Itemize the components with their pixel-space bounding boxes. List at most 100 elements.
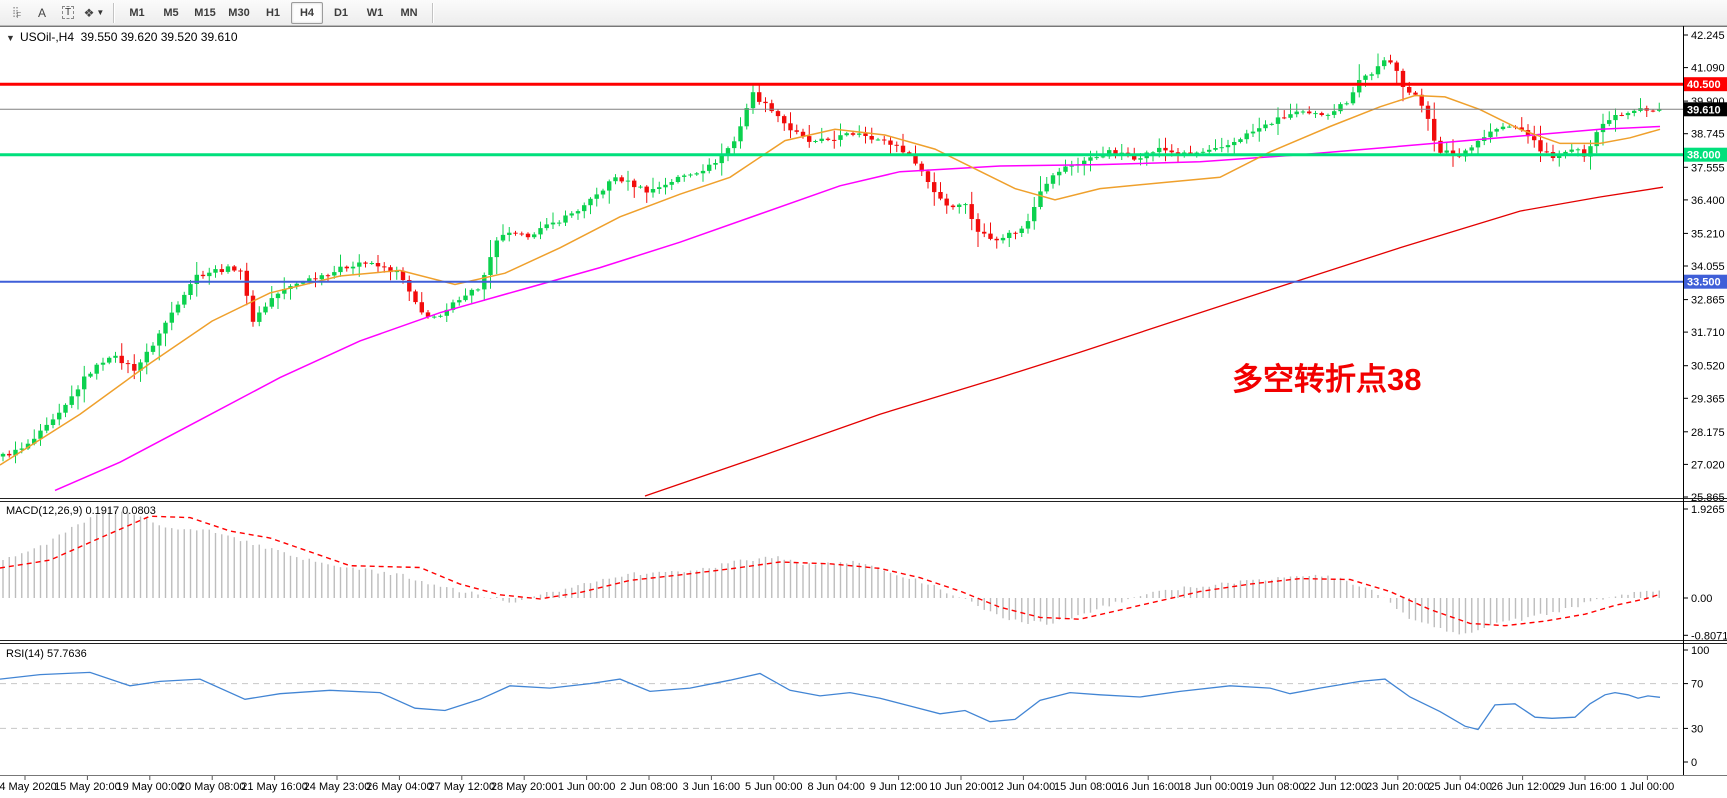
price-chart[interactable]: 40.500 39.610 38.000 33.500 42.245 41.090 39.9… [0,26,1727,793]
svg-text:12 Jun 04:00: 12 Jun 04:00 [992,781,1056,793]
svg-text:70: 70 [1691,679,1703,691]
svg-text:28 May 20:00: 28 May 20:00 [491,781,558,793]
svg-text:19 May 00:00: 19 May 00:00 [116,781,183,793]
annotation-text[interactable]: 多空转折点38 [1232,362,1421,397]
panel-separators[interactable] [0,26,1727,776]
macd-histogram [2,507,1660,635]
text-box-tool-button[interactable]: T [56,2,80,24]
rsi-tick: 30 [1683,723,1703,735]
chart-window[interactable]: 40.500 39.610 38.000 33.500 42.245 41.090 39.9… [0,26,1727,793]
timeframe-button-m5[interactable]: M5 [163,6,179,19]
timeframe-button-mn[interactable]: MN [400,6,418,19]
svg-text:15 Jun 08:00: 15 Jun 08:00 [1054,781,1118,793]
price-tick: 37.555 [1683,162,1725,174]
svg-text:1 Jun 00:00: 1 Jun 00:00 [558,781,616,793]
svg-text:29 Jun 16:00: 29 Jun 16:00 [1553,781,1617,793]
macd-tick: 0.00 [1683,593,1712,605]
price-label-38.000: 38.000 [1684,147,1727,162]
svg-text:40.500: 40.500 [1687,79,1721,91]
candlesticks [0,60,1662,457]
svg-text:35.210: 35.210 [1691,228,1725,240]
price-tick: 31.710 [1683,327,1725,339]
svg-text:▼: ▼ [6,33,15,43]
svg-text:16 Jun 16:00: 16 Jun 16:00 [1116,781,1180,793]
svg-text:USOil-,H4 39.550 39.620 39.52: USOil-,H4 39.550 39.620 39.520 39.610 [20,30,238,44]
timeframe-button-h4[interactable]: H4 [291,1,323,24]
price-tick: 42.245 [1683,30,1725,42]
arrow-tool-icon: ❖ [83,5,95,20]
docking-grip-icon[interactable]: ⣿ F [11,7,21,20]
svg-text:3 Jun 16:00: 3 Jun 16:00 [683,781,741,793]
svg-text:30.520: 30.520 [1691,361,1725,373]
price-tick: 35.210 [1683,228,1725,240]
svg-text:31.710: 31.710 [1691,327,1725,339]
svg-text:14 May 2020: 14 May 2020 [0,781,57,793]
price-tick: 27.020 [1683,459,1725,471]
rsi-line [0,671,1661,731]
svg-text:10 Jun 20:00: 10 Jun 20:00 [929,781,993,793]
macd-tick: 1.9265 [1683,504,1725,516]
svg-text:26 May 04:00: 26 May 04:00 [366,781,433,793]
price-tick: 36.400 [1683,195,1725,207]
svg-text:32.865: 32.865 [1691,295,1725,307]
svg-text:1.9265: 1.9265 [1691,504,1725,516]
timeframe-button-m1[interactable]: M1 [129,6,145,19]
arrow-tool-button[interactable]: ❖ ▼ [82,2,106,24]
price-label-33.500: 33.500 [1684,274,1727,289]
price-tick: 41.090 [1683,63,1725,75]
svg-text:20 May 08:00: 20 May 08:00 [179,781,246,793]
svg-text:23 Jun 20:00: 23 Jun 20:00 [1366,781,1430,793]
ma-slow-line [644,186,1664,497]
candle-wicks [2,53,1660,464]
svg-text:100: 100 [1691,645,1709,657]
rsi-tick: 0 [1683,757,1697,769]
price-tick: 34.055 [1683,261,1725,273]
svg-text:22 Jun 12:00: 22 Jun 12:00 [1304,781,1368,793]
ma-mid-line [54,125,1661,492]
svg-text:27.020: 27.020 [1691,459,1725,471]
svg-text:39.900: 39.900 [1691,96,1725,108]
toolbar-separator [113,2,114,23]
svg-text:39.610: 39.610 [1687,104,1721,116]
svg-text:28.175: 28.175 [1691,427,1725,439]
svg-text:-0.8071: -0.8071 [1691,630,1727,642]
timeframe-bar: M1 M5 M15 M30 H1 H4 D1 W1 MN [120,1,426,24]
timeframe-button-w1[interactable]: W1 [366,6,384,19]
macd-label: MACD(12,26,9) 0.1917 0.0803 [6,505,156,517]
ma-fast-line [0,94,1661,466]
timeframe-button-h1[interactable]: H1 [265,6,281,19]
price-tick: 28.175 [1683,427,1725,439]
text-box-icon: T [61,6,75,19]
svg-text:15 May 20:00: 15 May 20:00 [54,781,121,793]
timeframe-button-d1[interactable]: D1 [333,6,349,19]
svg-text:5 Jun 00:00: 5 Jun 00:00 [745,781,803,793]
chevron-down-icon: ▼ [96,8,105,17]
price-tick: 32.865 [1683,295,1725,307]
svg-text:38.745: 38.745 [1691,129,1725,141]
text-label-tool-button[interactable]: A [37,5,46,20]
timeframe-button-m15[interactable]: M15 [194,6,216,19]
price-label-39.610: 39.610 [1684,102,1727,117]
svg-text:34.055: 34.055 [1691,261,1725,273]
chart-title: ▼ USOil-,H4 39.550 39.620 39.520 39.610 [6,30,238,44]
svg-text:36.400: 36.400 [1691,195,1725,207]
svg-text:33.500: 33.500 [1687,277,1721,289]
price-tick: 38.745 [1683,129,1725,141]
toolbar-separator [432,2,433,23]
svg-text:41.090: 41.090 [1691,63,1725,75]
svg-text:18 Jun 00:00: 18 Jun 00:00 [1179,781,1243,793]
svg-text:42.245: 42.245 [1691,30,1725,42]
top-toolbar: ⣿ F A T ❖ ▼ M1 M5 M15 M30 H1 H4 D1 W1 MN [0,0,1727,26]
svg-text:38.000: 38.000 [1687,150,1721,162]
timeframe-button-m30[interactable]: M30 [228,6,250,19]
svg-text:21 May 16:00: 21 May 16:00 [241,781,308,793]
svg-text:27 May 12:00: 27 May 12:00 [428,781,495,793]
svg-text:25 Jun 04:00: 25 Jun 04:00 [1428,781,1492,793]
rsi-tick: 70 [1683,679,1703,691]
svg-text:30: 30 [1691,723,1703,735]
svg-text:24 May 23:00: 24 May 23:00 [304,781,371,793]
price-tick: 29.365 [1683,393,1725,405]
price-label-40.500: 40.500 [1684,77,1727,92]
svg-text:1 Jul 00:00: 1 Jul 00:00 [1620,781,1674,793]
